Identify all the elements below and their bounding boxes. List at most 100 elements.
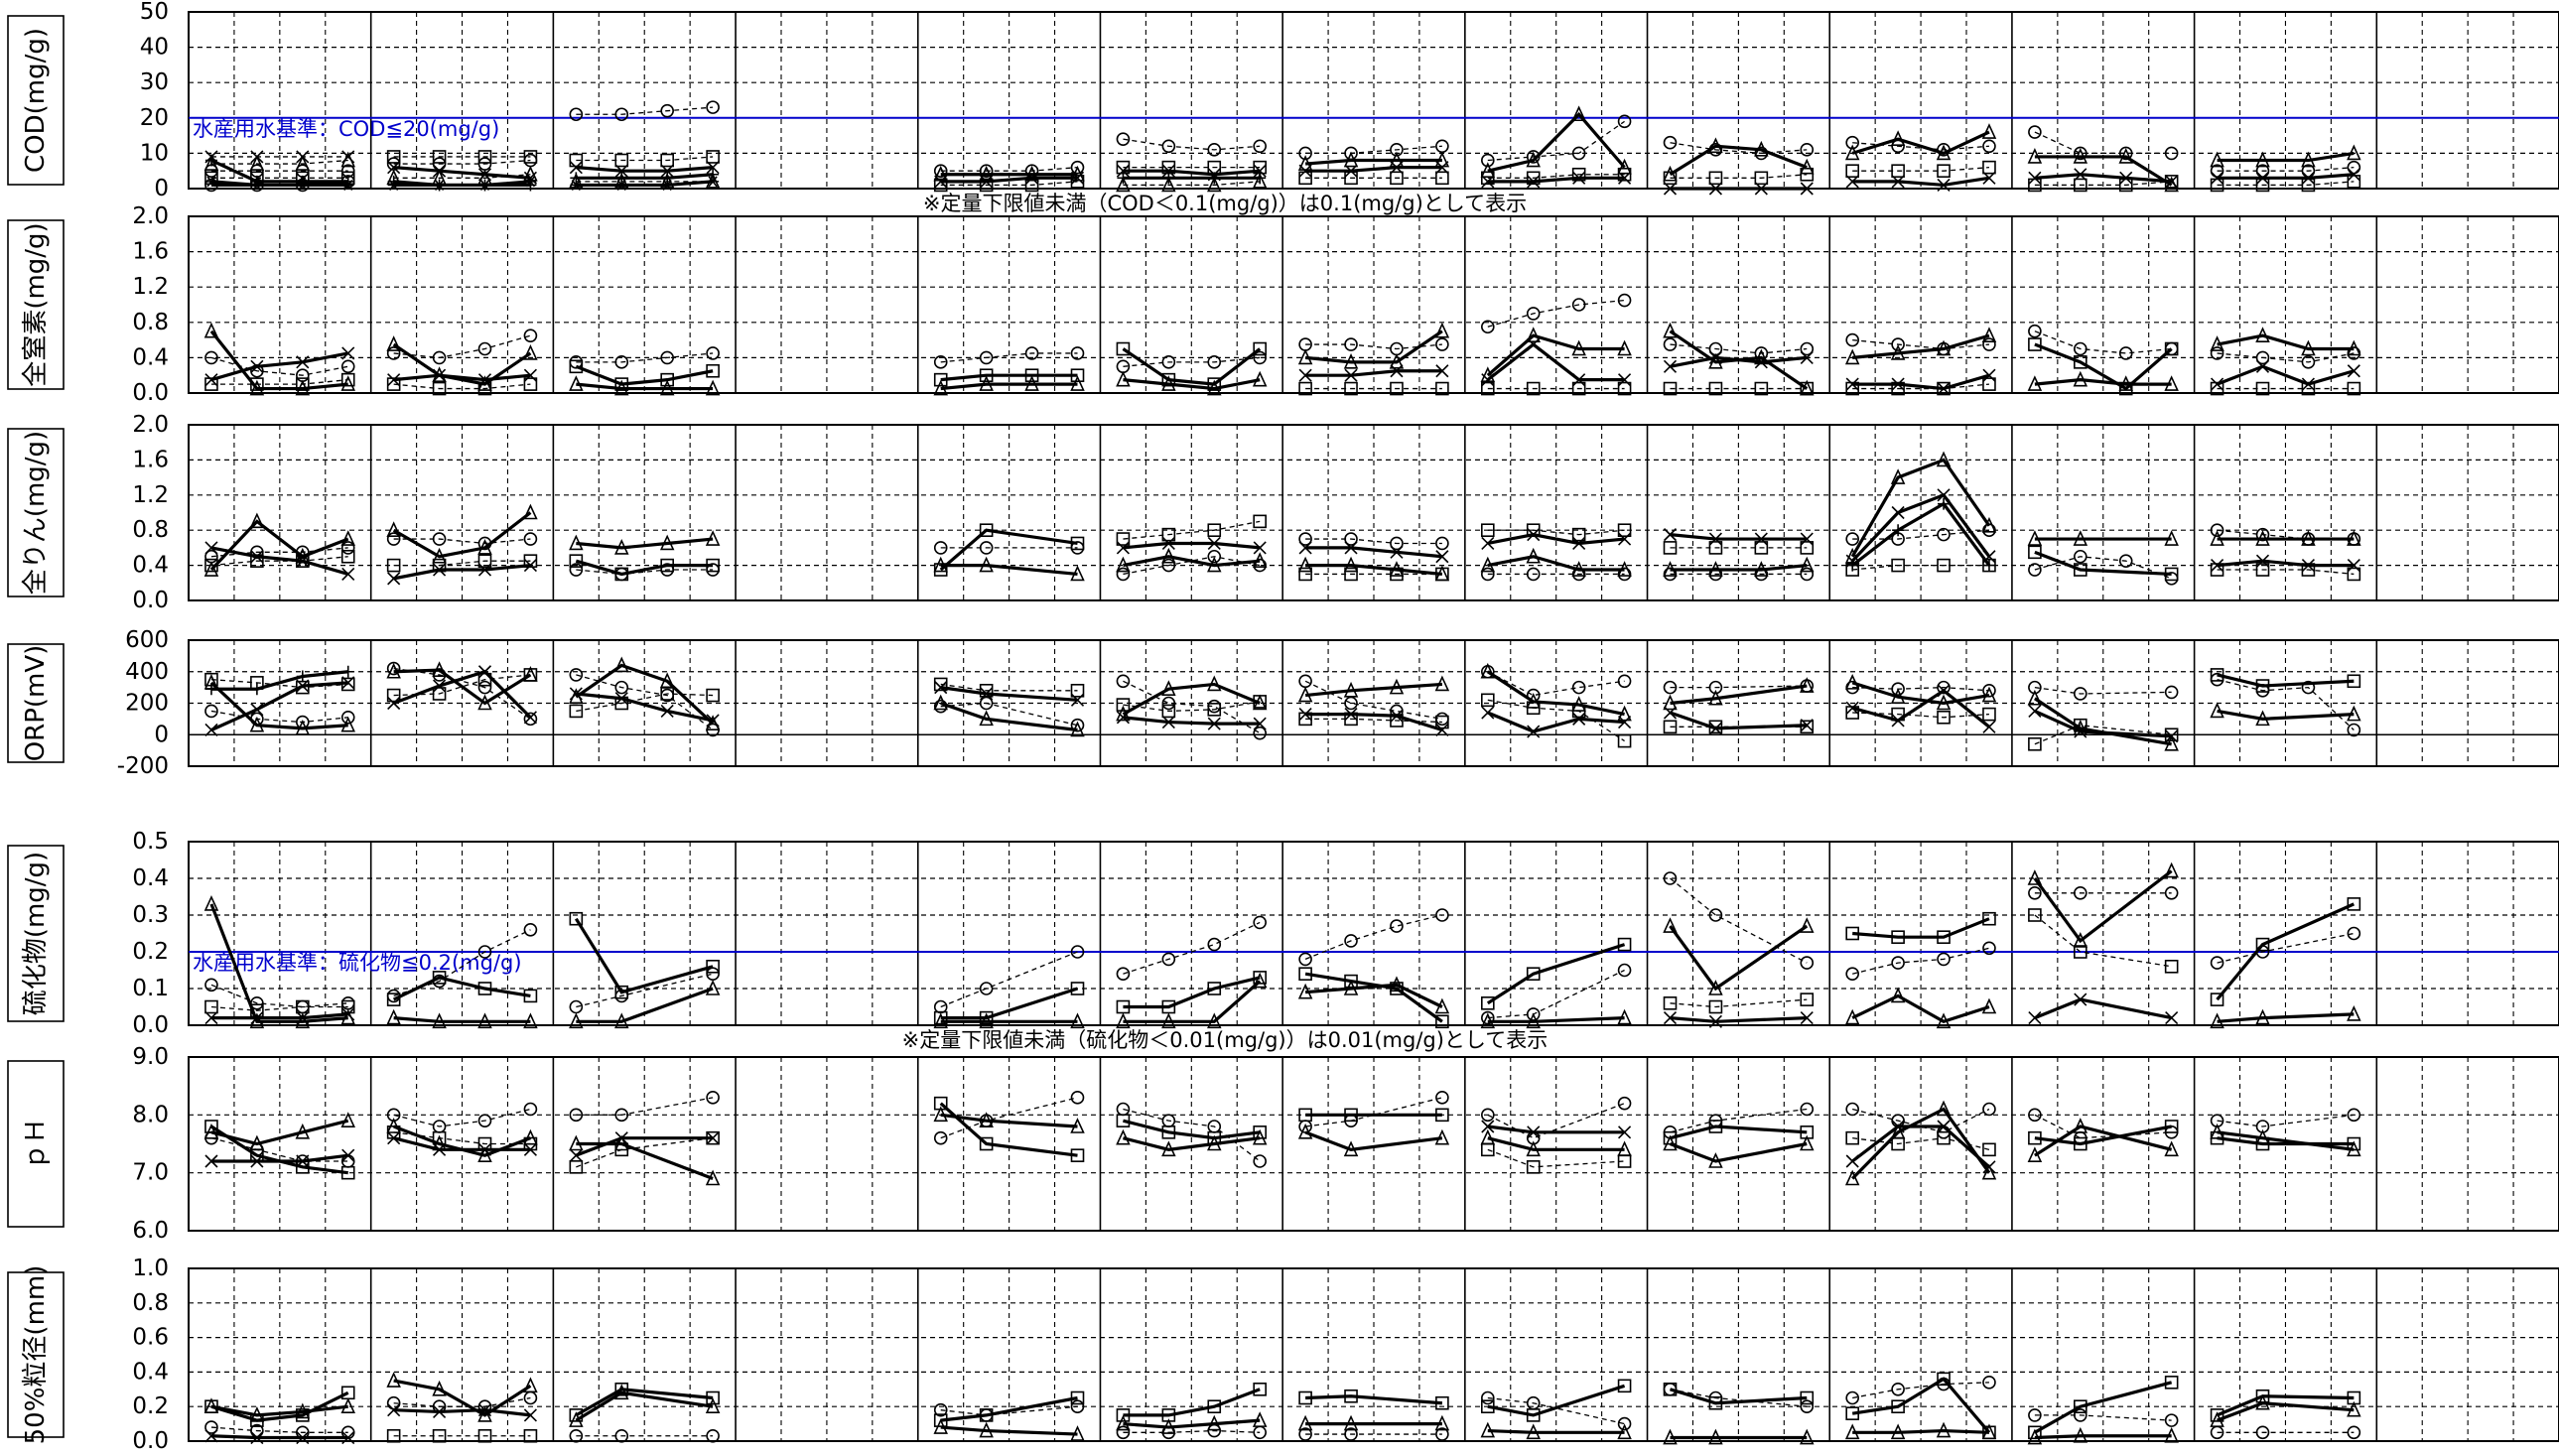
station-group xyxy=(386,329,538,396)
data-point xyxy=(2119,171,2133,185)
data-point xyxy=(2210,1012,2224,1029)
data-point xyxy=(569,704,584,719)
data-point xyxy=(1708,1152,1723,1168)
data-point xyxy=(2347,1004,2361,1021)
station-group xyxy=(1844,673,1997,733)
data-point xyxy=(614,1131,628,1145)
series-line-thin xyxy=(210,1005,348,1011)
data-point xyxy=(1890,344,1906,360)
data-point xyxy=(1936,144,1952,161)
data-point xyxy=(433,1404,447,1418)
data-point xyxy=(1663,182,1678,196)
data-point xyxy=(1343,151,1359,168)
data-point xyxy=(1434,675,1450,692)
series-line-thin xyxy=(1304,680,1442,721)
series-line-thin xyxy=(1487,174,1625,179)
data-point xyxy=(296,1408,310,1422)
data-point xyxy=(1253,541,1267,555)
data-point xyxy=(204,723,218,737)
data-point xyxy=(1937,178,1951,193)
data-point xyxy=(296,679,310,693)
data-point xyxy=(1480,1012,1496,1029)
data-point xyxy=(2164,959,2179,974)
data-point xyxy=(2028,736,2042,751)
data-point xyxy=(2027,869,2043,885)
data-point xyxy=(1297,983,1313,999)
data-point xyxy=(1389,561,1405,577)
series-line-thin xyxy=(1487,1148,1625,1168)
tick-label: 1.6 xyxy=(132,447,169,472)
data-point xyxy=(1572,373,1586,387)
data-point xyxy=(1161,547,1176,564)
data-point xyxy=(2255,171,2270,185)
ylabel: ｐＨ xyxy=(21,1118,51,1169)
data-point xyxy=(1891,714,1905,728)
tick-label: 9.0 xyxy=(132,1044,169,1070)
data-point xyxy=(1891,164,1905,178)
ylabel-box xyxy=(7,428,65,597)
data-point xyxy=(2347,339,2361,356)
series-line-bold xyxy=(1123,1136,1261,1151)
data-point xyxy=(523,1142,537,1156)
series-line-bold xyxy=(210,1390,349,1422)
data-point xyxy=(979,556,994,573)
series-line-bold xyxy=(2034,1125,2172,1146)
data-point xyxy=(1070,368,1085,383)
series-line-bold xyxy=(1305,166,1442,173)
data-point xyxy=(433,1142,447,1156)
data-point xyxy=(2210,1123,2224,1139)
panel-3: 全りん(mg/g) 2.0 1.6 1.2 0.8 0.4 0.0 xyxy=(7,412,2559,613)
data-point xyxy=(432,547,447,564)
data-point xyxy=(1117,172,1130,185)
data-point xyxy=(1298,1390,1312,1405)
data-point xyxy=(2255,679,2270,693)
data-point xyxy=(1161,375,1176,391)
series-line-bold xyxy=(576,692,714,723)
data-point xyxy=(432,1428,447,1443)
series-line-bold xyxy=(1123,169,1261,177)
data-point xyxy=(1890,987,1906,1003)
data-point xyxy=(2301,559,2315,573)
series-line-bold xyxy=(1487,711,1625,733)
data-point xyxy=(1161,1125,1176,1139)
data-point xyxy=(1390,364,1404,378)
series-line-bold xyxy=(1669,144,1808,177)
data-point xyxy=(2164,885,2179,900)
data-point xyxy=(2347,897,2361,911)
series-line-bold xyxy=(2217,151,2355,163)
data-point xyxy=(1800,956,1815,970)
data-point xyxy=(523,1102,538,1117)
data-point xyxy=(614,1428,629,1443)
tick-label: 0.3 xyxy=(132,902,169,928)
series-line-thin xyxy=(2034,725,2172,745)
series-line-thin xyxy=(1305,343,1442,350)
data-point xyxy=(1890,1123,1906,1139)
data-point xyxy=(979,375,994,391)
data-point xyxy=(1116,1128,1131,1145)
data-point xyxy=(1298,1108,1312,1123)
series-line-bold xyxy=(393,669,532,719)
series-line-bold xyxy=(1487,176,1625,184)
data-point xyxy=(707,168,720,181)
series-line-thin xyxy=(1487,529,1625,536)
data-point xyxy=(2074,725,2088,738)
data-point xyxy=(1663,720,1678,734)
data-point xyxy=(1800,341,1815,356)
data-point xyxy=(1207,1012,1222,1029)
series-line-bold xyxy=(574,917,714,994)
data-point xyxy=(477,1114,492,1127)
data-point xyxy=(1252,972,1268,989)
series-line-bold xyxy=(2216,364,2355,386)
data-point xyxy=(1936,1421,1952,1438)
data-point xyxy=(1663,381,1678,396)
data-point xyxy=(2074,563,2088,577)
data-point xyxy=(387,1403,401,1417)
data-point xyxy=(1936,694,1952,711)
series-line-bold xyxy=(576,382,714,391)
data-point xyxy=(1937,952,1951,967)
series-line-bold xyxy=(2034,155,2173,187)
series-line-thin xyxy=(2034,131,2172,155)
station-group xyxy=(569,1091,721,1186)
data-point xyxy=(706,714,720,728)
data-point xyxy=(1845,135,1859,150)
